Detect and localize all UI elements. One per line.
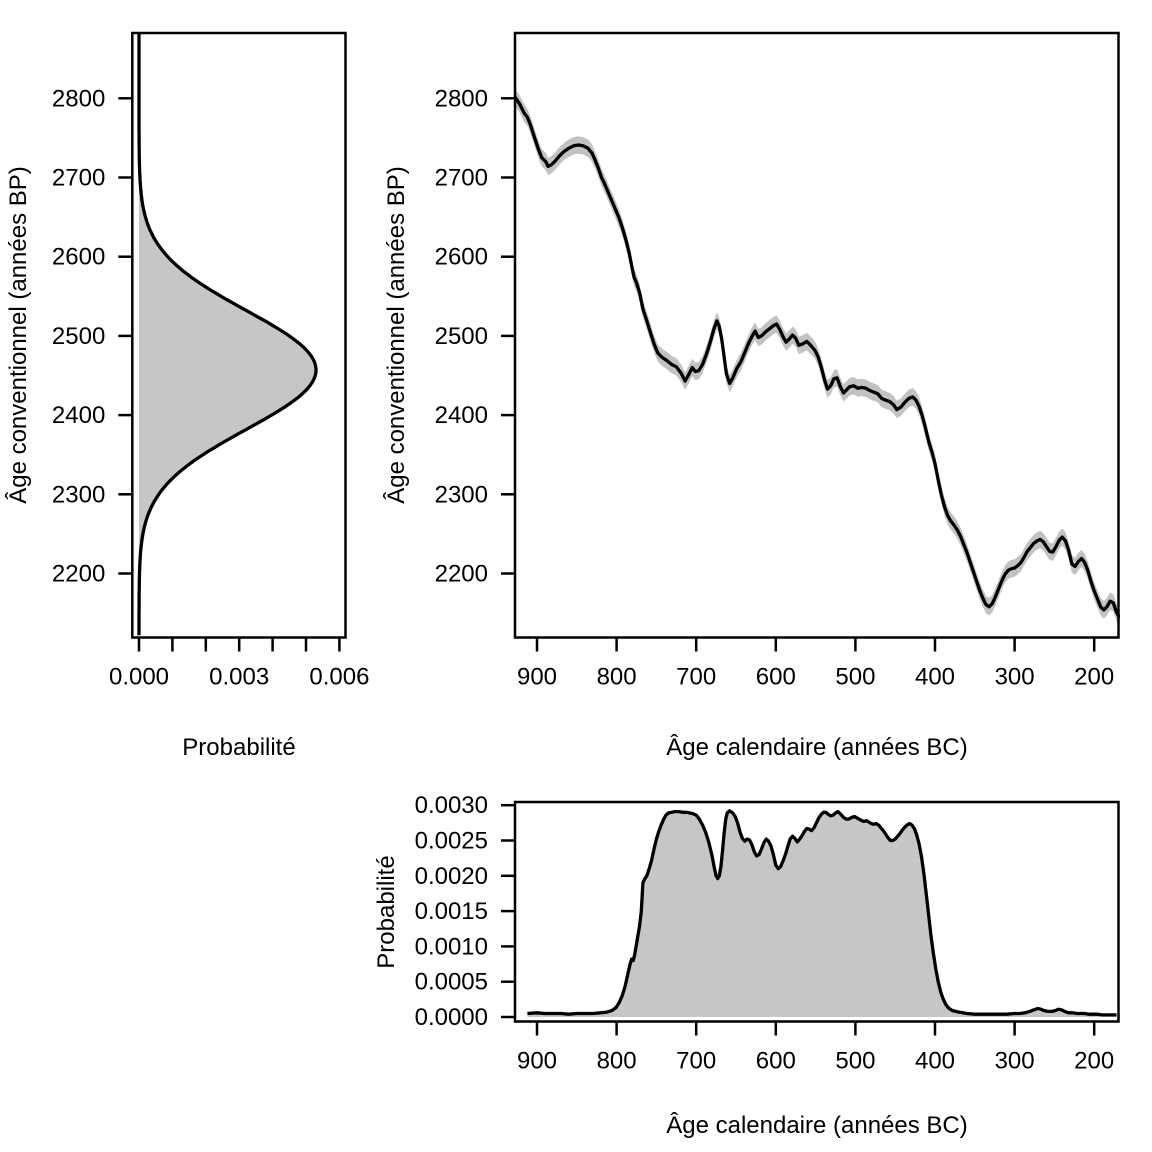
x-tick-label: 800 [597,664,637,691]
y-tick-label: 0.0020 [415,863,488,890]
y-tick-label: 0.0030 [415,792,488,819]
x-tick-label: 0.000 [109,664,169,691]
x-tick-label: 300 [995,1048,1035,1075]
calibration-curve-group [513,88,1120,627]
x-tick-label: 900 [517,664,557,691]
calibrated-density-curve [527,809,1117,1017]
axis-title-post-y: Probabilité [373,855,400,968]
axis-title-cal-y: Âge conventionnel (années BP) [383,166,410,504]
calibration-curve-line [513,95,1120,619]
axis-title-cal-x: Âge calendaire (années BC) [666,734,968,761]
y-tick-label: 2200 [435,561,488,588]
x-tick-label: 500 [835,664,875,691]
y-tick-label: 0.0015 [415,898,488,925]
x-tick-label: 400 [915,1048,955,1075]
y-tick-label: 2600 [435,244,488,271]
x-tick-label: 800 [597,1048,637,1075]
y-tick-label: 2400 [52,402,105,429]
conventional-age-density-area [137,33,318,638]
x-tick-label: 700 [676,1048,716,1075]
y-tick-label: 0.0025 [415,828,488,855]
y-tick-label: 2700 [52,165,105,192]
y-tick-label: 2800 [52,85,105,112]
x-tick-label: 600 [756,1048,796,1075]
axis-title-left-x: Probabilité [182,734,295,761]
y-tick-label: 2600 [52,244,105,271]
axis-title-left-y: Âge conventionnel (années BP) [5,166,32,504]
y-tick-label: 2800 [435,85,488,112]
x-tick-label: 600 [756,664,796,691]
x-tick-label: 200 [1074,1048,1114,1075]
x-tick-label: 700 [676,664,716,691]
y-tick-label: 2700 [435,165,488,192]
x-tick-label: 400 [915,664,955,691]
axis-title-post-x: Âge calendaire (années BC) [666,1112,968,1139]
calibrated-density-group [527,809,1117,1017]
y-tick-label: 0.0010 [415,933,488,960]
x-tick-label: 0.003 [209,664,269,691]
y-tick-label: 0.0000 [415,1004,488,1031]
plots-group: 2200 2300 2400 2500 2600 2700 2800 0.000 0.003 0.… [52,31,1120,1075]
x-tick-label: 0.006 [309,664,369,691]
y-tick-label: 2400 [435,402,488,429]
x-tick-label: 500 [835,1048,875,1075]
density-curve [137,33,318,636]
y-tick-label: 0.0005 [415,969,488,996]
x-tick-label: 200 [1074,664,1114,691]
y-tick-label: 2300 [435,481,488,508]
y-tick-label: 2300 [52,481,105,508]
x-tick-label: 300 [995,664,1035,691]
y-tick-label: 2500 [52,323,105,350]
x-tick-label: 900 [517,1048,557,1075]
y-tick-label: 2500 [435,323,488,350]
y-tick-label: 2200 [52,561,105,588]
